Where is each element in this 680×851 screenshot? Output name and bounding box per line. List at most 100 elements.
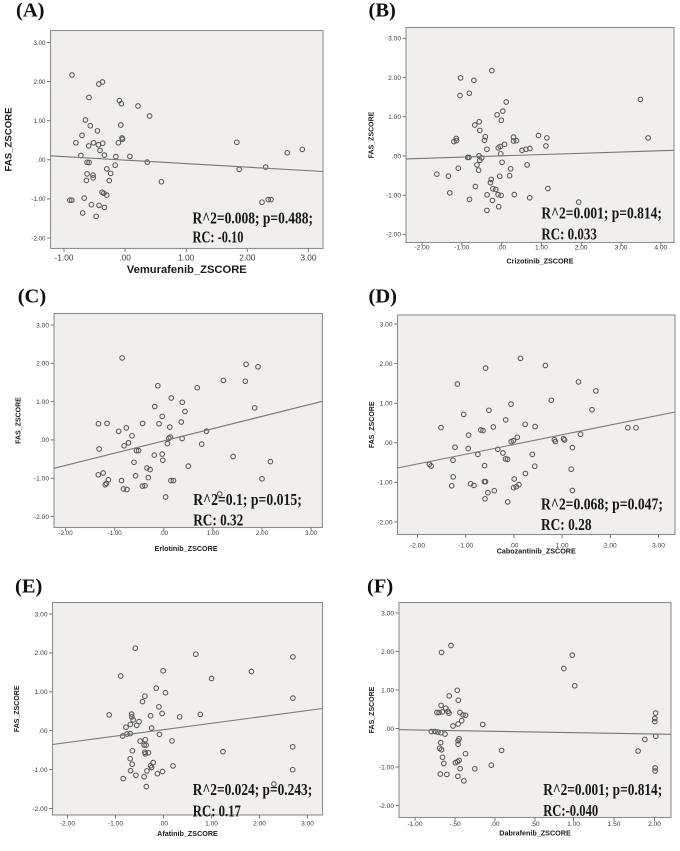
- svg-text:-2.00: -2.00: [59, 530, 74, 537]
- svg-text:4.00: 4.00: [654, 245, 667, 252]
- svg-text:1.00: 1.00: [567, 821, 580, 828]
- svg-text:1.00: 1.00: [36, 399, 49, 406]
- svg-text:-2.00: -2.00: [379, 803, 394, 810]
- svg-text:.00: .00: [37, 157, 46, 164]
- svg-text:1.50: 1.50: [608, 821, 621, 828]
- svg-text:.50: .50: [530, 821, 539, 828]
- svg-text:Crizotinib_ZSCORE: Crizotinib_ZSCORE: [506, 257, 573, 266]
- svg-text:-1.00: -1.00: [34, 476, 49, 483]
- svg-text:-2.00: -2.00: [386, 232, 401, 239]
- svg-text:.00: .00: [392, 153, 401, 160]
- svg-text:.00: .00: [497, 245, 506, 252]
- svg-text:.00: .00: [383, 440, 392, 447]
- svg-text:R^2=0.024; p=0.243;: R^2=0.024; p=0.243;: [193, 780, 312, 799]
- svg-text:Afatinib_ZSCORE: Afatinib_ZSCORE: [157, 829, 218, 838]
- svg-text:Vemurafenib_ZSCORE: Vemurafenib_ZSCORE: [127, 264, 248, 276]
- svg-text:-2.00: -2.00: [60, 821, 75, 828]
- svg-text:-2.00: -2.00: [410, 543, 425, 550]
- svg-text:-1.00: -1.00: [31, 196, 46, 203]
- svg-text:2.00: 2.00: [575, 245, 588, 252]
- svg-text:FAS_ZSCORE: FAS_ZSCORE: [4, 107, 15, 172]
- svg-text:Dabrafenib_ZSCORE: Dabrafenib_ZSCORE: [499, 829, 571, 838]
- svg-text:FAS_ZSCORE: FAS_ZSCORE: [369, 111, 376, 158]
- svg-text:2.00: 2.00: [239, 253, 256, 263]
- svg-text:(F): (F): [367, 576, 393, 598]
- svg-text:Erlotinib_ZSCORE: Erlotinib_ZSCORE: [155, 544, 218, 553]
- svg-text:2.00: 2.00: [388, 75, 401, 82]
- svg-text:3.00: 3.00: [652, 543, 665, 550]
- svg-text:2.00: 2.00: [381, 649, 394, 656]
- svg-text:-1.00: -1.00: [55, 253, 74, 263]
- svg-text:3.00: 3.00: [381, 610, 394, 617]
- svg-text:1.00: 1.00: [556, 543, 569, 550]
- svg-text:(C): (C): [18, 286, 46, 308]
- svg-text:R^2=0.008; p=0.488;: R^2=0.008; p=0.488;: [193, 208, 314, 227]
- svg-text:2.00: 2.00: [33, 79, 46, 86]
- svg-text:R^2=0.068; p=0.047;: R^2=0.068; p=0.047;: [541, 494, 663, 513]
- svg-text:-2.00: -2.00: [31, 235, 46, 242]
- svg-text:RC: 0.17: RC: 0.17: [193, 802, 241, 821]
- svg-text:FAS_ZSCORE: FAS_ZSCORE: [369, 401, 376, 448]
- svg-text:3.00: 3.00: [36, 322, 49, 329]
- svg-text:.00: .00: [119, 253, 131, 263]
- svg-text:3.00: 3.00: [380, 321, 393, 328]
- svg-text:3.00: 3.00: [305, 530, 318, 537]
- svg-text:1.00: 1.00: [33, 118, 46, 125]
- svg-text:(B): (B): [369, 0, 396, 22]
- svg-text:1.00: 1.00: [207, 530, 220, 537]
- svg-text:1.00: 1.00: [388, 114, 401, 121]
- svg-text:1.00: 1.00: [35, 689, 48, 696]
- svg-text:1.00: 1.00: [380, 401, 393, 408]
- svg-text:3.00: 3.00: [35, 611, 48, 618]
- svg-text:-1.00: -1.00: [386, 193, 401, 200]
- svg-text:.00: .00: [40, 437, 49, 444]
- svg-text:-1.00: -1.00: [377, 480, 392, 487]
- svg-text:.00: .00: [509, 543, 518, 550]
- svg-text:RC: 0.28: RC: 0.28: [541, 515, 592, 534]
- svg-text:1.00: 1.00: [381, 687, 394, 694]
- svg-text:.00: .00: [159, 530, 168, 537]
- svg-text:-1.00: -1.00: [32, 767, 47, 774]
- svg-text:RC: 0.033: RC: 0.033: [541, 225, 596, 244]
- svg-text:.00: .00: [159, 821, 168, 828]
- svg-text:(A): (A): [16, 0, 44, 22]
- svg-text:.00: .00: [38, 728, 47, 735]
- svg-text:-1.00: -1.00: [407, 821, 422, 828]
- svg-text:FAS_ZSCORE: FAS_ZSCORE: [369, 686, 376, 733]
- svg-text:RC: -0.10: RC: -0.10: [193, 227, 244, 246]
- svg-text:-2.00: -2.00: [377, 519, 392, 526]
- svg-text:(E): (E): [15, 576, 42, 598]
- svg-text:-1.00: -1.00: [454, 245, 469, 252]
- svg-text:RC:-0.040: RC:-0.040: [543, 801, 598, 820]
- svg-text:-2.00: -2.00: [414, 245, 429, 252]
- svg-text:-.50: -.50: [449, 821, 461, 828]
- svg-text:-2.00: -2.00: [32, 806, 47, 813]
- svg-text:3.00: 3.00: [300, 253, 317, 263]
- svg-text:(D): (D): [369, 286, 397, 308]
- svg-text:3.00: 3.00: [388, 36, 401, 43]
- svg-text:FAS_ZSCORE: FAS_ZSCORE: [16, 397, 23, 444]
- svg-text:1.00: 1.00: [535, 245, 548, 252]
- svg-text:3.00: 3.00: [615, 245, 628, 252]
- svg-text:-2.00: -2.00: [34, 514, 49, 521]
- svg-text:-1.00: -1.00: [108, 530, 123, 537]
- svg-text:FAS_ZSCORE: FAS_ZSCORE: [14, 685, 21, 732]
- svg-text:1.00: 1.00: [178, 253, 195, 263]
- svg-text:2.00: 2.00: [380, 361, 393, 368]
- svg-text:2.00: 2.00: [648, 821, 661, 828]
- svg-text:2.00: 2.00: [35, 650, 48, 657]
- svg-text:-1.00: -1.00: [458, 543, 473, 550]
- svg-text:R^2=0.1; p=0.015;: R^2=0.1; p=0.015;: [193, 490, 302, 509]
- svg-text:RC: 0.32: RC: 0.32: [193, 511, 243, 530]
- svg-text:.00: .00: [490, 821, 499, 828]
- svg-text:2.00: 2.00: [256, 530, 269, 537]
- svg-text:R^2=0.001; p=0.814;: R^2=0.001; p=0.814;: [541, 203, 662, 222]
- svg-text:-1.00: -1.00: [379, 764, 394, 771]
- svg-text:.00: .00: [385, 726, 394, 733]
- svg-text:1.00: 1.00: [205, 821, 218, 828]
- svg-text:Cabozantinib_ZSCORE: Cabozantinib_ZSCORE: [497, 547, 576, 556]
- svg-text:3.00: 3.00: [301, 821, 314, 828]
- svg-text:-1.00: -1.00: [108, 821, 123, 828]
- svg-text:2.00: 2.00: [604, 543, 617, 550]
- svg-text:3.00: 3.00: [33, 40, 46, 47]
